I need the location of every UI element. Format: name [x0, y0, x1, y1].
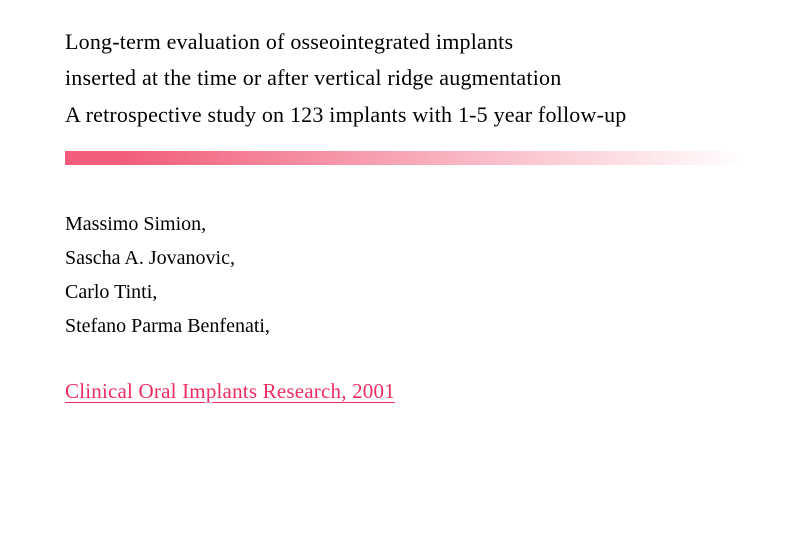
author-line: Sascha A. Jovanovic, [65, 241, 745, 275]
slide-page: Long-term evaluation of osseointegrated … [0, 0, 810, 540]
journal-text: Clinical Oral Implants Research, 2001 [65, 379, 395, 403]
divider-bar [65, 151, 745, 165]
title-line-2: inserted at the time or after vertical r… [65, 60, 745, 96]
title-block: Long-term evaluation of osseointegrated … [65, 24, 745, 133]
authors-block: Massimo Simion,Sascha A. Jovanovic,Carlo… [65, 207, 745, 343]
journal-citation: Clinical Oral Implants Research, 2001 [65, 379, 745, 404]
author-line: Massimo Simion, [65, 207, 745, 241]
author-line: Stefano Parma Benfenati, [65, 309, 745, 343]
title-line-3: A retrospective study on 123 implants wi… [65, 97, 745, 133]
author-line: Carlo Tinti, [65, 275, 745, 309]
title-line-1: Long-term evaluation of osseointegrated … [65, 24, 745, 60]
